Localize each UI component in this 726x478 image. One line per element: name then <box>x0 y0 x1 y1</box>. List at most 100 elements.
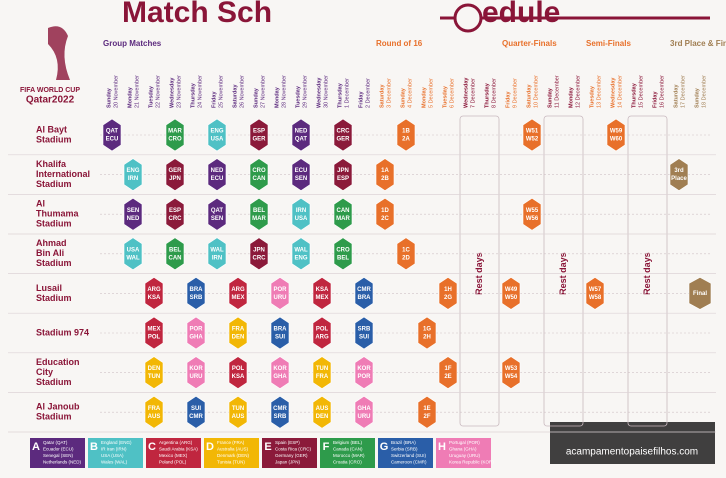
group-team: Serbia (SRB) <box>391 447 418 452</box>
team-code: NED <box>295 129 308 135</box>
date-date: 1 December <box>344 78 350 108</box>
stadium-name: Stadium <box>36 293 72 303</box>
team-code: QAT <box>295 137 308 143</box>
stage-title: 3rd Place & Final <box>670 39 726 48</box>
match-badge <box>270 277 290 310</box>
team-code: URU <box>190 374 203 380</box>
stadium-name: Thumama <box>36 209 80 219</box>
team-code: CMR <box>357 287 371 293</box>
date-date: 13 December <box>596 75 602 108</box>
match-badge <box>249 118 269 152</box>
team-code: DEN <box>148 366 161 372</box>
date-day: Sunday <box>694 87 700 108</box>
team-code: BRA <box>274 327 288 333</box>
team-code: BEL <box>337 255 349 261</box>
match-badge <box>606 118 626 152</box>
team-code: W58 <box>589 295 602 301</box>
match-badge <box>396 237 416 271</box>
team-code: GHA <box>189 335 203 341</box>
team-code: KOR <box>273 366 287 372</box>
group-team: Australia (AUS) <box>217 447 249 452</box>
team-code: ENG <box>126 168 139 174</box>
date-day: Thursday <box>484 82 490 108</box>
stage-title: Semi-Finals <box>586 39 631 48</box>
group-team: Saudi Arabia (KSA) <box>159 447 198 452</box>
date-day: Wednesday <box>169 77 175 108</box>
team-code: 2H <box>423 335 431 341</box>
match-badge <box>228 277 248 310</box>
team-code: SRB <box>274 414 287 420</box>
group-team: Croatia (CRO) <box>333 460 362 465</box>
team-code: KSA <box>316 287 329 293</box>
team-code: SRB <box>190 295 203 301</box>
date-date: 27 November <box>260 75 266 108</box>
match-badge <box>144 356 164 389</box>
group-letter: A <box>32 441 40 453</box>
team-code: IRN <box>212 255 222 261</box>
team-code: 3rd <box>674 168 684 174</box>
team-code: ECU <box>106 137 119 143</box>
stadium-name: Stadium <box>36 179 72 189</box>
group-team: Mexico (MEX) <box>159 453 188 458</box>
team-code: POR <box>273 287 287 293</box>
group-team: Poland (POL) <box>159 460 187 465</box>
team-code: USA <box>295 216 308 222</box>
team-code: IRN <box>128 176 138 182</box>
team-code: BRA <box>190 287 204 293</box>
team-code: GER <box>168 168 182 174</box>
match-badge <box>312 316 332 350</box>
team-code: CRC <box>337 129 351 135</box>
date-date: 6 December <box>449 78 455 108</box>
team-code: DEN <box>316 414 329 420</box>
team-code: Place <box>671 176 687 182</box>
match-badge <box>501 277 521 310</box>
team-code: SUI <box>359 335 369 341</box>
match-badge <box>438 356 458 389</box>
team-code: GHA <box>273 374 287 380</box>
ball-icon <box>453 3 483 33</box>
group-team: France (FRA) <box>217 440 245 445</box>
date-date: 7 December <box>470 78 476 108</box>
date-day: Saturday <box>232 84 238 108</box>
date-date: 21 November <box>134 75 140 108</box>
stadium-name: Lusail <box>36 283 62 293</box>
team-code: W55 <box>526 208 539 214</box>
watermark: acampamentopaisefilhos.com <box>566 447 698 458</box>
group-team: Korea Republic (KOR) <box>449 460 494 465</box>
date-day: Thursday <box>631 82 637 108</box>
group-team: Cameroon (CMR) <box>391 460 427 465</box>
match-badge <box>144 316 164 350</box>
rest-band <box>459 115 500 427</box>
match-badge <box>291 158 311 191</box>
rest-band <box>627 115 668 427</box>
team-code: W52 <box>526 137 539 143</box>
date-date: 2 December <box>365 78 371 108</box>
team-code: W60 <box>610 137 623 143</box>
stadium-name: Ahmad <box>36 238 67 248</box>
date-day: Friday <box>358 91 364 108</box>
rest-band <box>543 115 584 427</box>
match-badge <box>186 277 206 310</box>
group-team: Tunisia (TUN) <box>217 460 245 465</box>
match-badge <box>228 316 248 350</box>
team-code: MAR <box>168 129 182 135</box>
group-box <box>378 438 433 468</box>
match-badge <box>207 158 227 191</box>
team-code: 2B <box>381 176 389 182</box>
match-badge <box>270 356 290 389</box>
group-box <box>320 438 375 468</box>
date-day: Tuesday <box>442 85 448 108</box>
team-code: ESP <box>337 176 349 182</box>
group-team: Denmark (DEN) <box>217 453 250 458</box>
match-badge <box>417 395 437 429</box>
group-team: Argentina (ARG) <box>159 440 193 445</box>
team-code: SUI <box>275 335 285 341</box>
date-day: Monday <box>274 86 280 108</box>
group-box <box>204 438 259 468</box>
team-code: MAR <box>336 216 350 222</box>
match-badge <box>585 277 605 310</box>
date-day: Wednesday <box>463 77 469 108</box>
group-team: USA (USA) <box>101 453 124 458</box>
date-day: Friday <box>505 91 511 108</box>
date-day: Sunday <box>253 87 259 108</box>
